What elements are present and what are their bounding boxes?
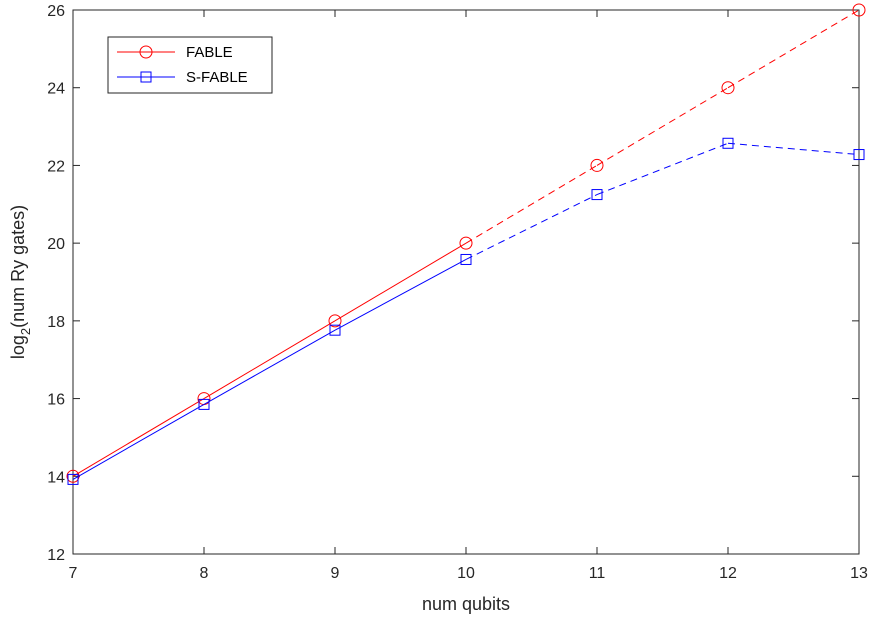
legend-marker-fable xyxy=(139,45,153,59)
series-s-fable-segment xyxy=(334,259,467,331)
y-tick-label: 22 xyxy=(47,158,65,175)
series-s-fable-point xyxy=(67,473,79,485)
y-tick-label: 16 xyxy=(47,392,65,409)
series-s-fable-point xyxy=(329,324,341,336)
x-tick-label: 12 xyxy=(719,565,737,582)
x-tick-label: 11 xyxy=(589,565,606,582)
x-tick-label: 7 xyxy=(69,565,78,582)
series-s-fable-segment xyxy=(727,142,860,156)
series-s-fable-segment xyxy=(72,403,205,480)
legend-label-s-fable: S-FABLE xyxy=(186,69,248,86)
x-tick-label: 13 xyxy=(850,565,868,582)
legend-marker-s-fable xyxy=(140,71,152,83)
x-tick-label: 8 xyxy=(200,565,209,582)
series-s-fable-point xyxy=(853,149,865,161)
series-s-fable-segment xyxy=(203,329,336,405)
y-axis-title-main: log xyxy=(8,335,28,359)
series-s-fable-point xyxy=(722,137,734,149)
series-s-fable-point xyxy=(591,189,603,201)
series-s-fable-point xyxy=(198,398,210,410)
y-tick-label: 14 xyxy=(47,469,65,486)
series-fable-segment xyxy=(334,242,467,322)
series-s-fable xyxy=(67,137,865,485)
series-fable-segment xyxy=(203,320,336,400)
legend: FABLE S-FABLE xyxy=(107,36,273,94)
axis-ticks: 7 8 9 10 11 12 13 12 14 16 18 20 22 24 26 xyxy=(47,3,868,582)
series-fable-point xyxy=(721,81,735,95)
y-tick-label: 24 xyxy=(47,81,65,98)
series-fable-segment xyxy=(596,87,729,166)
series-fable-point xyxy=(459,236,473,250)
y-axis-title-subscript: 2 xyxy=(18,328,33,335)
y-axis-title-rest: (num Ry gates) xyxy=(8,205,28,328)
series-fable-point xyxy=(852,3,866,17)
legend-box xyxy=(107,36,273,94)
y-tick-label: 12 xyxy=(47,547,65,564)
series-s-fable-segment xyxy=(465,194,598,260)
series-fable-segment xyxy=(727,9,860,89)
series-fable-segment xyxy=(465,164,598,244)
legend-label-fable: FABLE xyxy=(186,44,233,61)
y-tick-label: 18 xyxy=(47,314,65,331)
x-tick-label: 9 xyxy=(331,565,340,582)
series-fable-point xyxy=(328,314,342,328)
plot-area xyxy=(72,9,860,555)
series-fable xyxy=(66,3,866,483)
series-fable-segment xyxy=(72,398,205,477)
x-tick-label: 10 xyxy=(457,565,475,582)
series-fable-point xyxy=(590,158,604,172)
y-tick-label: 20 xyxy=(47,236,65,253)
y-tick-label: 26 xyxy=(47,3,65,20)
series-s-fable-point xyxy=(460,253,472,265)
y-axis-title: log2(num Ry gates) xyxy=(8,205,33,359)
x-axis-title: num qubits xyxy=(422,594,510,614)
series-layer xyxy=(66,3,866,485)
